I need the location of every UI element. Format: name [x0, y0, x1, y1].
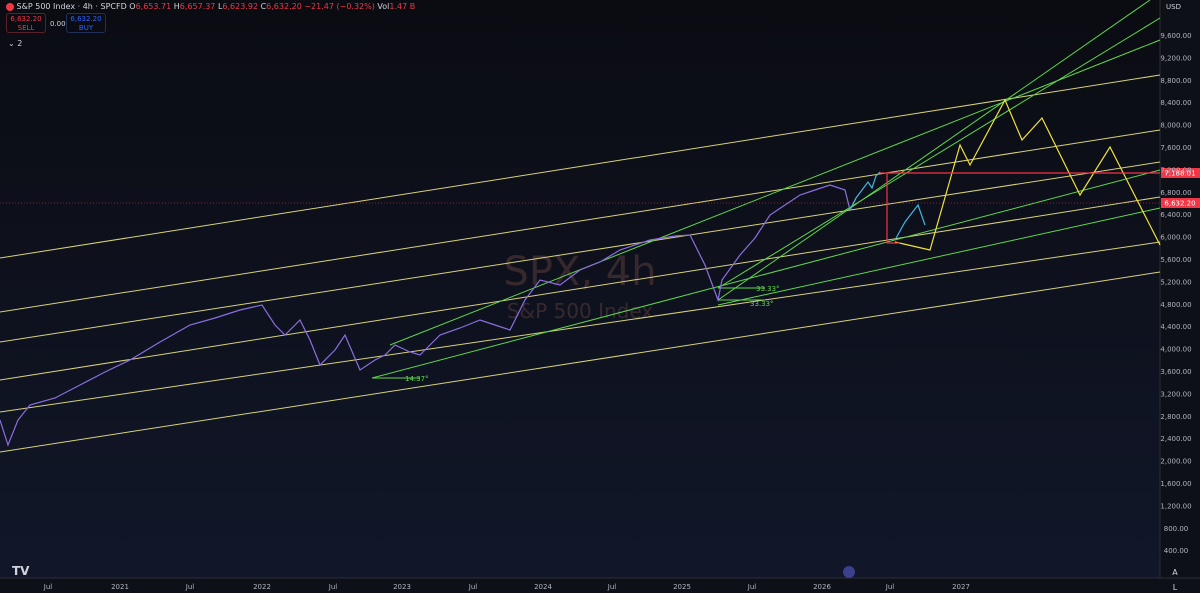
price-tick-label: 5,200.00 [1160, 278, 1191, 286]
watermark-ticker: SPX, 4h [503, 249, 656, 295]
ohlc-label: H [173, 2, 180, 11]
currency[interactable]: USD [1166, 3, 1181, 11]
time-tick-label: Jul [885, 583, 895, 591]
ohlc-value: 6,657.37 [179, 2, 216, 11]
price-tick-label: 2,800.00 [1160, 413, 1191, 421]
price-tick-label: 8,800.00 [1160, 77, 1191, 85]
buy-label: BUY [78, 24, 94, 32]
price-tick-label: 8,400.00 [1160, 99, 1191, 107]
price-tick-label: 4,000.00 [1160, 346, 1191, 354]
time-tick-label: 2026 [813, 583, 831, 591]
buy-price: 6,632.20 [70, 15, 102, 23]
price-tick-label: 7,600.00 [1160, 144, 1191, 152]
price-tick-label: 7,200.00 [1160, 166, 1191, 174]
target-badge [1161, 168, 1200, 178]
time-tick-label: 2021 [111, 583, 129, 591]
channel-line [0, 161, 1161, 343]
price-tick-label: 1,600.00 [1160, 480, 1191, 488]
time-tick-label: Jul [328, 583, 338, 591]
ohlc-label: C [260, 2, 267, 11]
price-tick-label: 6,400.00 [1160, 211, 1191, 219]
price-tick-label: 2,400.00 [1160, 435, 1191, 443]
ohlc-label: O [129, 2, 136, 11]
target-badge-label: 7,188.01 [1164, 170, 1195, 178]
ohlc-value: 6,653.71 [135, 2, 172, 11]
time-tick-label: 2025 [673, 583, 691, 591]
time-tick-label: Jul [747, 583, 757, 591]
price-tick-label: 3,600.00 [1160, 368, 1191, 376]
sell-label: SELL [17, 24, 35, 32]
angle-label: 33.33° [750, 300, 774, 308]
channel-line [0, 271, 1161, 453]
sell-price: 6,632.20 [10, 15, 42, 23]
watermark-name: S&P 500 Index [507, 299, 653, 323]
time-tick-label: 2027 [952, 583, 970, 591]
log-scale-button[interactable]: L [1173, 583, 1178, 592]
price-tick-label: 4,800.00 [1160, 301, 1191, 309]
price-tick-label: 800.00 [1164, 525, 1189, 533]
trend-line [371, 169, 1161, 379]
auto-scale-button[interactable]: A [1172, 568, 1178, 577]
trend-line [717, 207, 1161, 306]
price-scale [1160, 0, 1200, 593]
channel-line [0, 241, 1161, 413]
time-tick-label: Jul [43, 583, 53, 591]
time-tick-label: Jul [185, 583, 195, 591]
price-tick-label: 400.00 [1164, 547, 1189, 555]
logo: TV [12, 564, 30, 578]
channel-line [0, 129, 1161, 313]
price-tick-label: 9,600.00 [1160, 32, 1191, 40]
trend-line [389, 39, 1161, 346]
channel-line [0, 196, 1161, 381]
price-tick-label: 6,800.00 [1160, 189, 1191, 197]
angle-label: 14.37° [405, 375, 429, 383]
spread: 0.00 [50, 20, 66, 28]
ohlc-value: 6,623.92 [222, 2, 259, 11]
price-tick-label: 3,200.00 [1160, 390, 1191, 398]
sell-button[interactable]: 6,632.20 SELL [6, 13, 46, 33]
buy-button[interactable]: 6,632.20 BUY [66, 13, 106, 33]
target-box [880, 172, 1160, 244]
channel-lines [0, 74, 1161, 453]
legend-header: S&P 500 Index · 4h · SPCFD O6,653.71 H6,… [6, 2, 415, 11]
price-tick-label: 1,200.00 [1160, 502, 1191, 510]
volume: 1.47 B [389, 2, 416, 11]
price-tick-label: 5,600.00 [1160, 256, 1191, 264]
ohlc-value: 6,632.20 [266, 2, 302, 11]
price-tick-label: 2,000.00 [1160, 458, 1191, 466]
price-tick-label: 8,000.00 [1160, 122, 1191, 130]
ohlc-label: L [217, 2, 223, 11]
last-badge [1161, 198, 1200, 208]
volume-label: Vol [377, 2, 390, 11]
trend-line [717, 0, 1151, 301]
price-series [0, 184, 857, 447]
trend-lines [371, 0, 1161, 379]
ohlc: O6,653.71 H6,657.37 L6,623.92 C6,632.20 [129, 2, 304, 11]
last-badge-label: 6,632.20 [1164, 200, 1195, 208]
time-tick-label: Jul [468, 583, 478, 591]
angle-label: 33.33° [756, 285, 780, 293]
change: −21.47 (−0.32%) [304, 2, 375, 11]
time-tick-label: 2024 [534, 583, 552, 591]
time-tick-label: 2022 [253, 583, 271, 591]
price-tick-label: 4,400.00 [1160, 323, 1191, 331]
price-tick-label: 9,200.00 [1160, 54, 1191, 62]
symbol-icon [6, 2, 14, 11]
price-tick-label: 6,000.00 [1160, 234, 1191, 242]
time-tick-label: Jul [607, 583, 617, 591]
indicators-count: 2 [17, 39, 23, 48]
indicators-toggle[interactable]: ⌄ 2 [8, 39, 23, 48]
channel-line [0, 74, 1161, 259]
forecast-path [894, 98, 1161, 251]
symbol[interactable]: S&P 500 Index · 4h · SPCFD [16, 2, 127, 11]
forecast-path [849, 171, 881, 211]
time-tick-label: 2023 [393, 583, 411, 591]
event-marker [843, 566, 855, 578]
forecast-path [894, 203, 926, 241]
trend-line [717, 17, 1161, 289]
